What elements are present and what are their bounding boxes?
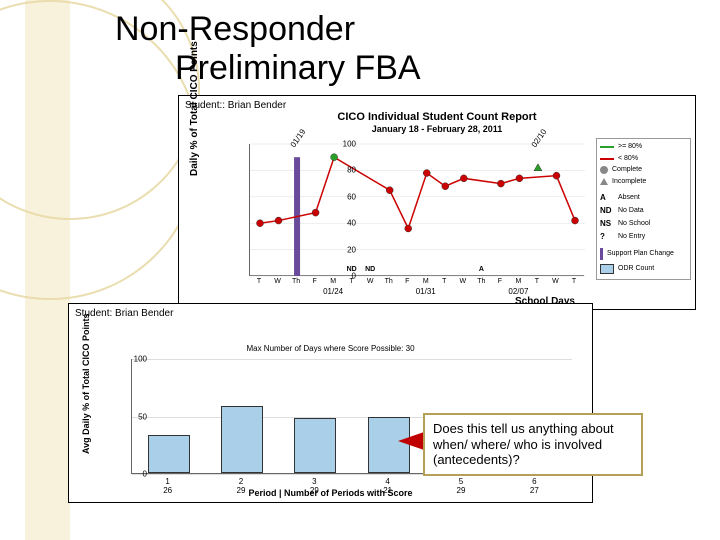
cico-line-chart-panel: Student:: Brian Bender CICO Individual S… <box>178 95 696 310</box>
y-axis-label: Avg Daily % of Total CICO Points <box>81 313 91 454</box>
slide-title: Non-Responder Preliminary FBA <box>115 10 421 88</box>
title-line2: Preliminary FBA <box>175 49 421 88</box>
line-chart-area <box>249 144 584 276</box>
callout-text: Does this tell us anything about when/ w… <box>433 421 614 467</box>
chart-legend: >= 80% < 80% Complete Incomplete AAbsent… <box>596 138 691 280</box>
student-label: Student:: Brian Bender <box>185 100 286 111</box>
chart-dates: January 18 - February 28, 2011 <box>179 124 695 134</box>
title-line1: Non-Responder <box>115 10 421 49</box>
callout-box: Does this tell us anything about when/ w… <box>423 413 643 476</box>
line-chart-svg <box>250 144 584 275</box>
y-axis-label: Daily % of Total CICO Points <box>189 41 200 176</box>
chart-subtitle: CICO Individual Student Count Report <box>179 111 695 123</box>
chart-subtext: Max Number of Days where Score Possible:… <box>69 344 592 353</box>
callout-arrow-icon <box>398 432 424 450</box>
